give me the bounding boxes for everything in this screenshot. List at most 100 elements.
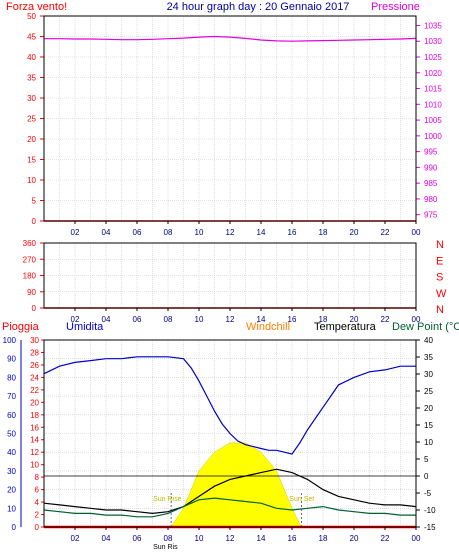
x-tick-label: 20 — [350, 534, 359, 543]
compass-label: N — [436, 304, 444, 316]
temp-tick-label: -15 — [424, 523, 436, 532]
pressure-tick-label: 1005 — [424, 116, 442, 125]
humidity-tick-label: 100 — [3, 336, 17, 345]
x-tick-label: 16 — [288, 228, 297, 237]
rain-tick-label: 22 — [30, 386, 39, 395]
x-tick-label: 10 — [195, 315, 204, 324]
x-tick-label: 16 — [288, 315, 297, 324]
temp-tick-label: 25 — [424, 387, 433, 396]
pressure-tick-label: 985 — [424, 179, 438, 188]
x-tick-label: 02 — [71, 228, 80, 237]
rain-tick-label: 6 — [35, 486, 40, 495]
chart-title: 24 hour graph day : 20 Gennaio 2017 — [167, 1, 350, 13]
pressure-tick-label: 990 — [424, 163, 438, 172]
rain-tick-label: 18 — [30, 411, 39, 420]
humidity-tick-label: 60 — [7, 411, 16, 420]
legend-humidity: Umidita — [66, 321, 104, 333]
wind-tick-label: 50 — [27, 12, 36, 21]
pressure-tick-label: 1025 — [424, 53, 442, 62]
humidity-tick-label: 50 — [7, 430, 16, 439]
compass-label: S — [436, 272, 443, 284]
sun-rise-label: Sun Rise — [153, 496, 182, 503]
wind-tick-label: 30 — [27, 94, 36, 103]
x-tick-label: 06 — [133, 534, 142, 543]
rain-tick-label: 0 — [35, 523, 40, 532]
wind-tick-label: 0 — [32, 217, 37, 226]
humidity-tick-label: 40 — [7, 448, 16, 457]
x-tick-label: 04 — [102, 315, 111, 324]
temp-tick-label: 5 — [424, 455, 429, 464]
rain-tick-label: 20 — [30, 398, 39, 407]
temperature-line — [43, 468, 417, 515]
x-tick-label: 08 — [164, 315, 173, 324]
humidity-tick-label: 20 — [7, 486, 16, 495]
rain-tick-label: 2 — [35, 511, 40, 520]
temp-tick-label: 40 — [424, 336, 433, 345]
dewpoint-line — [43, 497, 416, 518]
x-tick-label: 12 — [226, 534, 235, 543]
x-tick-label: 16 — [288, 534, 297, 543]
rain-tick-label: 10 — [30, 461, 39, 470]
pressure-tick-label: 1010 — [424, 100, 442, 109]
sun-rise-axis-label: Sun Ris — [153, 544, 178, 551]
humidity-line — [43, 356, 416, 455]
x-tick-label: 10 — [195, 534, 204, 543]
x-tick-label: 04 — [102, 534, 111, 543]
x-tick-label: 08 — [164, 228, 173, 237]
temp-tick-label: 15 — [424, 421, 433, 430]
wind-tick-label: 15 — [27, 156, 36, 165]
dir-tick-label: 90 — [27, 288, 36, 297]
wind-tick-label: 35 — [27, 74, 36, 83]
pressure-tick-label: 1035 — [424, 21, 442, 30]
x-tick-label: 08 — [164, 534, 173, 543]
x-tick-label: 20 — [350, 315, 359, 324]
x-tick-label: 12 — [226, 228, 235, 237]
rain-tick-label: 28 — [30, 348, 39, 357]
temp-tick-label: 0 — [424, 472, 429, 481]
wind-tick-label: 5 — [32, 197, 37, 206]
temp-tick-label: -5 — [424, 489, 432, 498]
pressure-tick-label: 1020 — [424, 69, 442, 78]
compass-label: N — [436, 239, 444, 251]
dir-tick-label: 180 — [23, 272, 37, 281]
temp-tick-label: -10 — [424, 506, 436, 515]
humidity-tick-label: 70 — [7, 392, 16, 401]
x-tick-label: 14 — [257, 315, 266, 324]
wind-tick-label: 40 — [27, 53, 36, 62]
x-tick-label: 00 — [412, 534, 421, 543]
legend-temperature: Temperatura — [314, 321, 377, 333]
x-tick-label: 18 — [319, 534, 328, 543]
sun-set-label: Sun Set — [289, 496, 314, 503]
x-tick-label: 14 — [257, 228, 266, 237]
x-tick-label: 22 — [381, 228, 390, 237]
x-tick-label: 00 — [412, 228, 421, 237]
wind-tick-label: 45 — [27, 33, 36, 42]
x-tick-label: 10 — [195, 228, 204, 237]
rain-tick-label: 14 — [30, 436, 39, 445]
temp-tick-label: 35 — [424, 353, 433, 362]
x-tick-label: 22 — [381, 315, 390, 324]
humidity-tick-label: 10 — [7, 504, 16, 513]
x-tick-label: 12 — [226, 315, 235, 324]
humidity-tick-label: 30 — [7, 467, 16, 476]
rain-tick-label: 4 — [35, 498, 40, 507]
rain-tick-label: 12 — [30, 448, 39, 457]
wind-tick-label: 25 — [27, 115, 36, 124]
pressure-tick-label: 1000 — [424, 132, 442, 141]
wind-tick-label: 10 — [27, 176, 36, 185]
rain-tick-label: 26 — [30, 361, 39, 370]
humidity-tick-label: 0 — [12, 523, 17, 532]
legend-rain: Pioggia — [2, 321, 40, 333]
temp-tick-label: 10 — [424, 438, 433, 447]
pressure-tick-label: 980 — [424, 195, 438, 204]
pressure-tick-label: 1030 — [424, 37, 442, 46]
sun-area — [170, 442, 302, 528]
x-tick-label: 20 — [350, 228, 359, 237]
compass-label: E — [436, 255, 443, 267]
x-tick-label: 22 — [381, 534, 390, 543]
rain-tick-label: 24 — [30, 373, 39, 382]
x-tick-label: 18 — [319, 228, 328, 237]
compass-label: W — [436, 288, 447, 300]
